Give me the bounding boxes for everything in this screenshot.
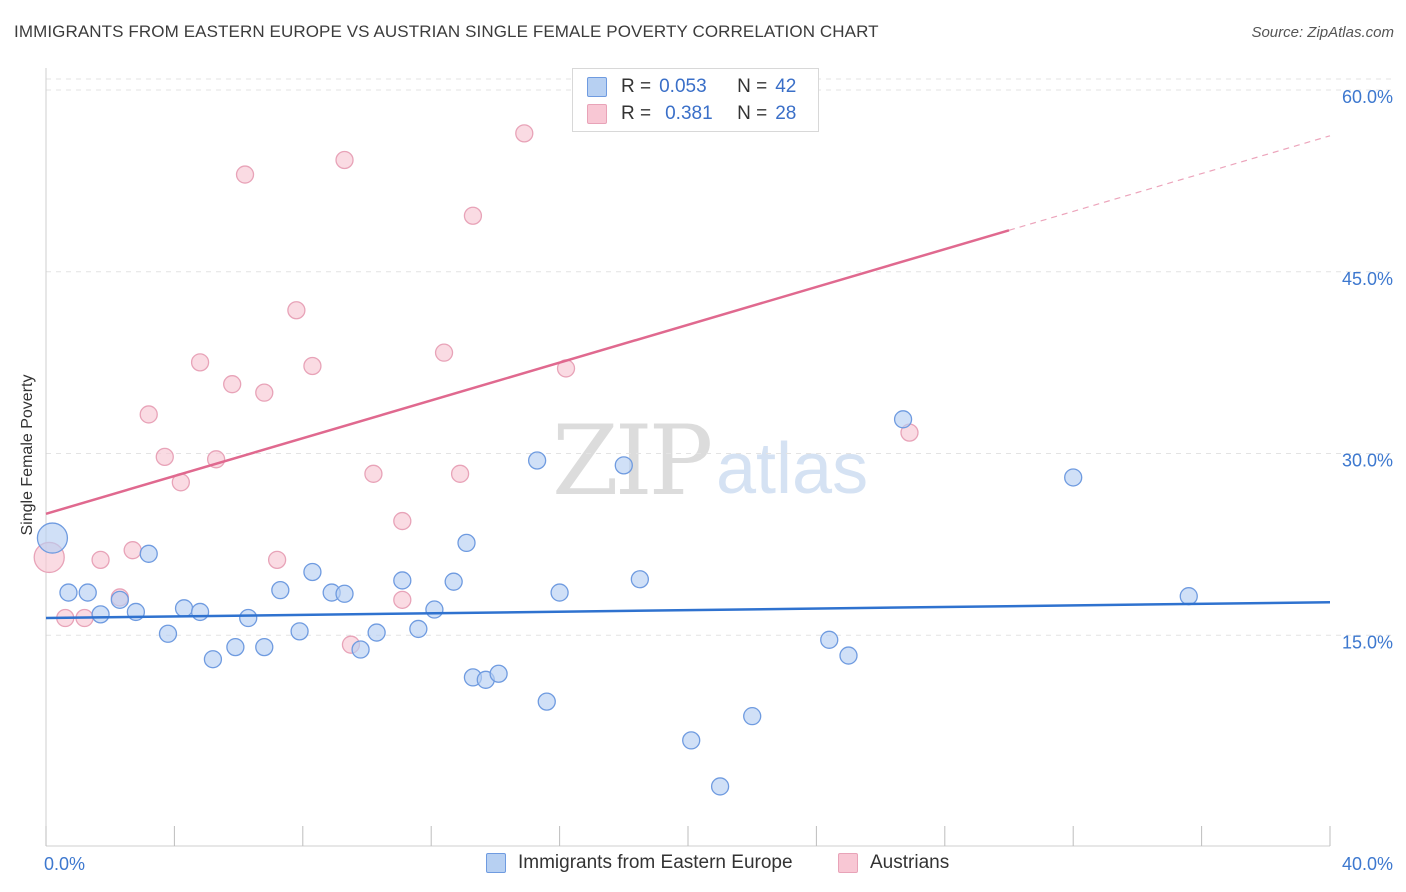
trend-line-eastern-europe xyxy=(45,601,1331,620)
stats-row-blue: R = 0.053 N = 42 xyxy=(587,75,796,99)
data-point xyxy=(139,405,158,424)
n-value: 28 xyxy=(775,103,797,124)
n-value: 42 xyxy=(775,76,797,97)
legend-item-eastern-europe: Immigrants from Eastern Europe xyxy=(486,852,793,874)
data-point xyxy=(450,464,470,483)
r-value: 0.381 xyxy=(665,103,713,124)
data-point xyxy=(393,590,412,609)
data-point xyxy=(203,650,223,669)
data-point xyxy=(303,356,322,376)
chart-title: IMMIGRANTS FROM EASTERN EUROPE VS AUSTRI… xyxy=(14,22,879,41)
data-point xyxy=(820,630,839,649)
data-point xyxy=(235,165,255,184)
data-point xyxy=(393,571,412,590)
legend-label: Immigrants from Eastern Europe xyxy=(518,852,793,873)
data-point xyxy=(271,580,290,600)
trend-line-austrians xyxy=(45,229,1010,516)
data-point xyxy=(335,584,354,603)
data-point xyxy=(367,623,386,642)
data-point xyxy=(36,522,69,554)
y-tick-label: 15.0% xyxy=(1342,632,1393,652)
data-point xyxy=(226,637,245,657)
legend-item-austrians: Austrians xyxy=(838,852,949,874)
stats-legend: R = 0.053 N = 42 R = 0.381 N = 28 xyxy=(572,68,819,132)
data-point xyxy=(110,590,129,609)
y-axis-label: Single Female Poverty xyxy=(19,374,36,536)
data-point xyxy=(351,640,370,659)
x-tick-label: 0.0% xyxy=(44,854,85,874)
data-point xyxy=(223,375,242,394)
data-point xyxy=(364,464,383,483)
data-point xyxy=(743,707,762,726)
data-point xyxy=(839,646,858,665)
data-point xyxy=(290,622,309,641)
data-point xyxy=(425,600,444,619)
data-point xyxy=(267,550,287,570)
pink-swatch xyxy=(838,853,858,873)
data-point xyxy=(255,637,274,657)
data-point xyxy=(515,124,534,143)
data-point xyxy=(893,410,913,429)
watermark-atlas: atlas xyxy=(716,429,869,509)
data-point xyxy=(1179,587,1198,606)
data-point xyxy=(155,447,174,467)
data-point xyxy=(139,544,158,563)
n-label: N = xyxy=(737,76,768,97)
pink-swatch xyxy=(587,104,607,124)
data-point xyxy=(303,562,322,582)
x-tick-label: 40.0% xyxy=(1342,854,1393,874)
data-point xyxy=(489,664,508,683)
stats-row-pink: R = 0.381 N = 28 xyxy=(587,102,796,126)
trend-line-austrians-extension xyxy=(1008,135,1331,231)
data-point xyxy=(537,692,556,711)
data-point xyxy=(123,541,142,560)
y-tick-label: 30.0% xyxy=(1342,451,1393,471)
data-point xyxy=(409,619,428,639)
watermark-zip: ZIP xyxy=(552,405,713,517)
data-point xyxy=(335,150,354,170)
data-point xyxy=(78,583,97,602)
data-point xyxy=(614,456,633,475)
r-label: R = xyxy=(621,76,652,97)
data-point xyxy=(682,731,701,750)
source-credit: Source: ZipAtlas.com xyxy=(1251,24,1394,41)
data-point xyxy=(91,605,110,624)
n-label: N = xyxy=(737,103,768,124)
y-tick-label: 45.0% xyxy=(1342,269,1393,289)
data-point xyxy=(239,608,258,628)
data-point xyxy=(710,777,730,796)
series-legend: Immigrants from Eastern Europe Austrians xyxy=(0,852,1406,878)
data-point xyxy=(190,353,210,372)
data-point xyxy=(434,343,454,362)
data-point xyxy=(190,602,210,622)
data-point xyxy=(158,624,178,643)
data-point xyxy=(393,511,412,531)
data-point xyxy=(444,572,463,591)
legend-label: Austrians xyxy=(870,852,950,873)
data-point xyxy=(255,383,274,402)
data-point xyxy=(1064,468,1083,487)
data-point xyxy=(287,301,306,320)
data-point xyxy=(59,583,78,602)
data-point xyxy=(630,570,649,589)
blue-swatch xyxy=(587,77,607,97)
data-point xyxy=(463,206,483,225)
data-point xyxy=(174,599,194,618)
r-value: 0.053 xyxy=(659,76,707,97)
data-point xyxy=(91,550,110,570)
data-point xyxy=(457,533,476,553)
y-tick-label: 60.0% xyxy=(1342,87,1393,107)
r-label: R = xyxy=(621,103,652,124)
data-point xyxy=(527,451,547,470)
data-point xyxy=(550,583,569,602)
blue-swatch xyxy=(486,853,506,873)
